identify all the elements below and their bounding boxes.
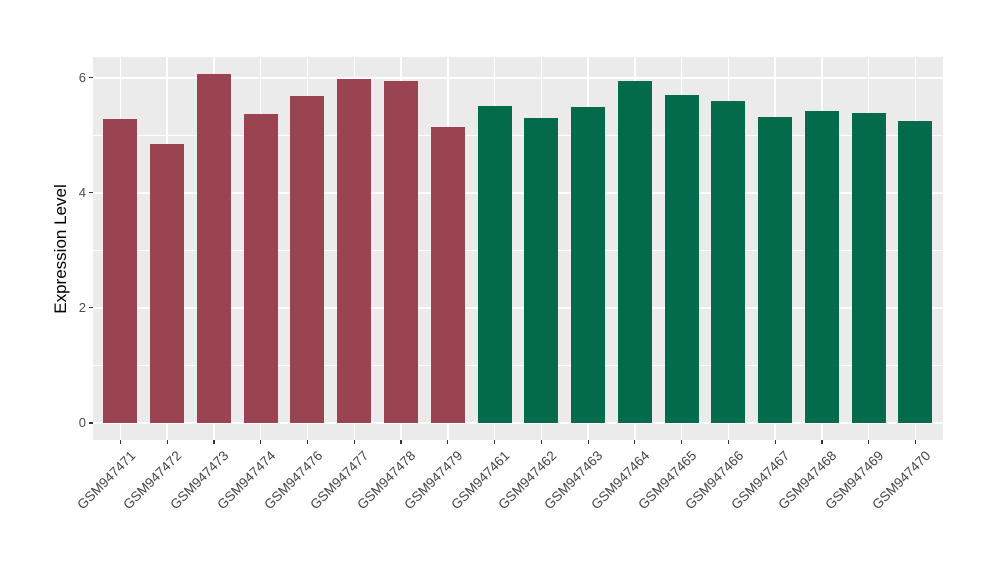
bar-GSM947468 bbox=[804, 111, 839, 423]
x-tick-GSM947461 bbox=[493, 440, 496, 444]
x-tick-GSM947479 bbox=[447, 440, 449, 444]
bar-GSM947478 bbox=[384, 81, 419, 423]
y-tick-label-4: 4 bbox=[78, 184, 86, 200]
x-tick-GSM947467 bbox=[774, 440, 776, 444]
bar-GSM947461 bbox=[477, 105, 512, 423]
y-axis-title: Expression Level bbox=[51, 184, 70, 314]
x-tick-GSM947477 bbox=[353, 440, 355, 444]
bar-GSM947464 bbox=[617, 80, 652, 423]
y-tick-0 bbox=[89, 422, 93, 424]
x-tick-GSM947473 bbox=[213, 440, 215, 444]
bar-GSM947479 bbox=[430, 127, 465, 423]
gridline-minor-y3 bbox=[93, 249, 943, 251]
y-tick-label-6: 6 bbox=[78, 69, 86, 85]
x-tick-GSM947465 bbox=[681, 440, 683, 444]
x-tick-GSM947471 bbox=[119, 440, 121, 444]
bar-GSM947474 bbox=[243, 113, 278, 423]
x-tick-GSM947462 bbox=[540, 440, 542, 444]
bar-GSM947466 bbox=[711, 101, 746, 423]
gridline-minor-y5 bbox=[93, 134, 943, 136]
gridline-minor-y1 bbox=[93, 364, 943, 366]
y-tick-label-2: 2 bbox=[78, 299, 86, 315]
plot-panel bbox=[93, 57, 943, 440]
x-tick-GSM947474 bbox=[260, 440, 262, 444]
bar-GSM947476 bbox=[290, 95, 325, 423]
bar-GSM947462 bbox=[524, 117, 559, 423]
x-tick-GSM947464 bbox=[634, 440, 636, 444]
x-tick-GSM947463 bbox=[587, 440, 589, 444]
y-tick-4 bbox=[89, 192, 93, 194]
x-tick-GSM947470 bbox=[914, 440, 917, 444]
x-tick-GSM947469 bbox=[868, 440, 870, 444]
bar-GSM947465 bbox=[664, 94, 699, 423]
x-tick-GSM947478 bbox=[400, 440, 402, 444]
bar-GSM947472 bbox=[150, 144, 185, 423]
bar-GSM947469 bbox=[851, 113, 886, 423]
x-tick-GSM947472 bbox=[166, 440, 168, 444]
y-tick-6 bbox=[89, 77, 93, 79]
x-tick-GSM947476 bbox=[306, 440, 309, 444]
gridline-major-y6 bbox=[93, 76, 943, 79]
gridline-major-y0 bbox=[93, 422, 943, 424]
y-tick-2 bbox=[89, 307, 93, 309]
bar-GSM947470 bbox=[898, 121, 933, 423]
bar-GSM947463 bbox=[571, 107, 606, 423]
x-tick-GSM947466 bbox=[727, 440, 729, 444]
gridline-major-y4 bbox=[93, 191, 943, 194]
bar-GSM947477 bbox=[337, 78, 372, 423]
bar-GSM947471 bbox=[103, 119, 138, 423]
gridline-major-y2 bbox=[93, 306, 943, 309]
y-tick-label-0: 0 bbox=[78, 415, 86, 430]
bar-GSM947473 bbox=[196, 73, 231, 423]
bar-GSM947467 bbox=[758, 116, 793, 423]
x-tick-GSM947468 bbox=[821, 440, 823, 444]
